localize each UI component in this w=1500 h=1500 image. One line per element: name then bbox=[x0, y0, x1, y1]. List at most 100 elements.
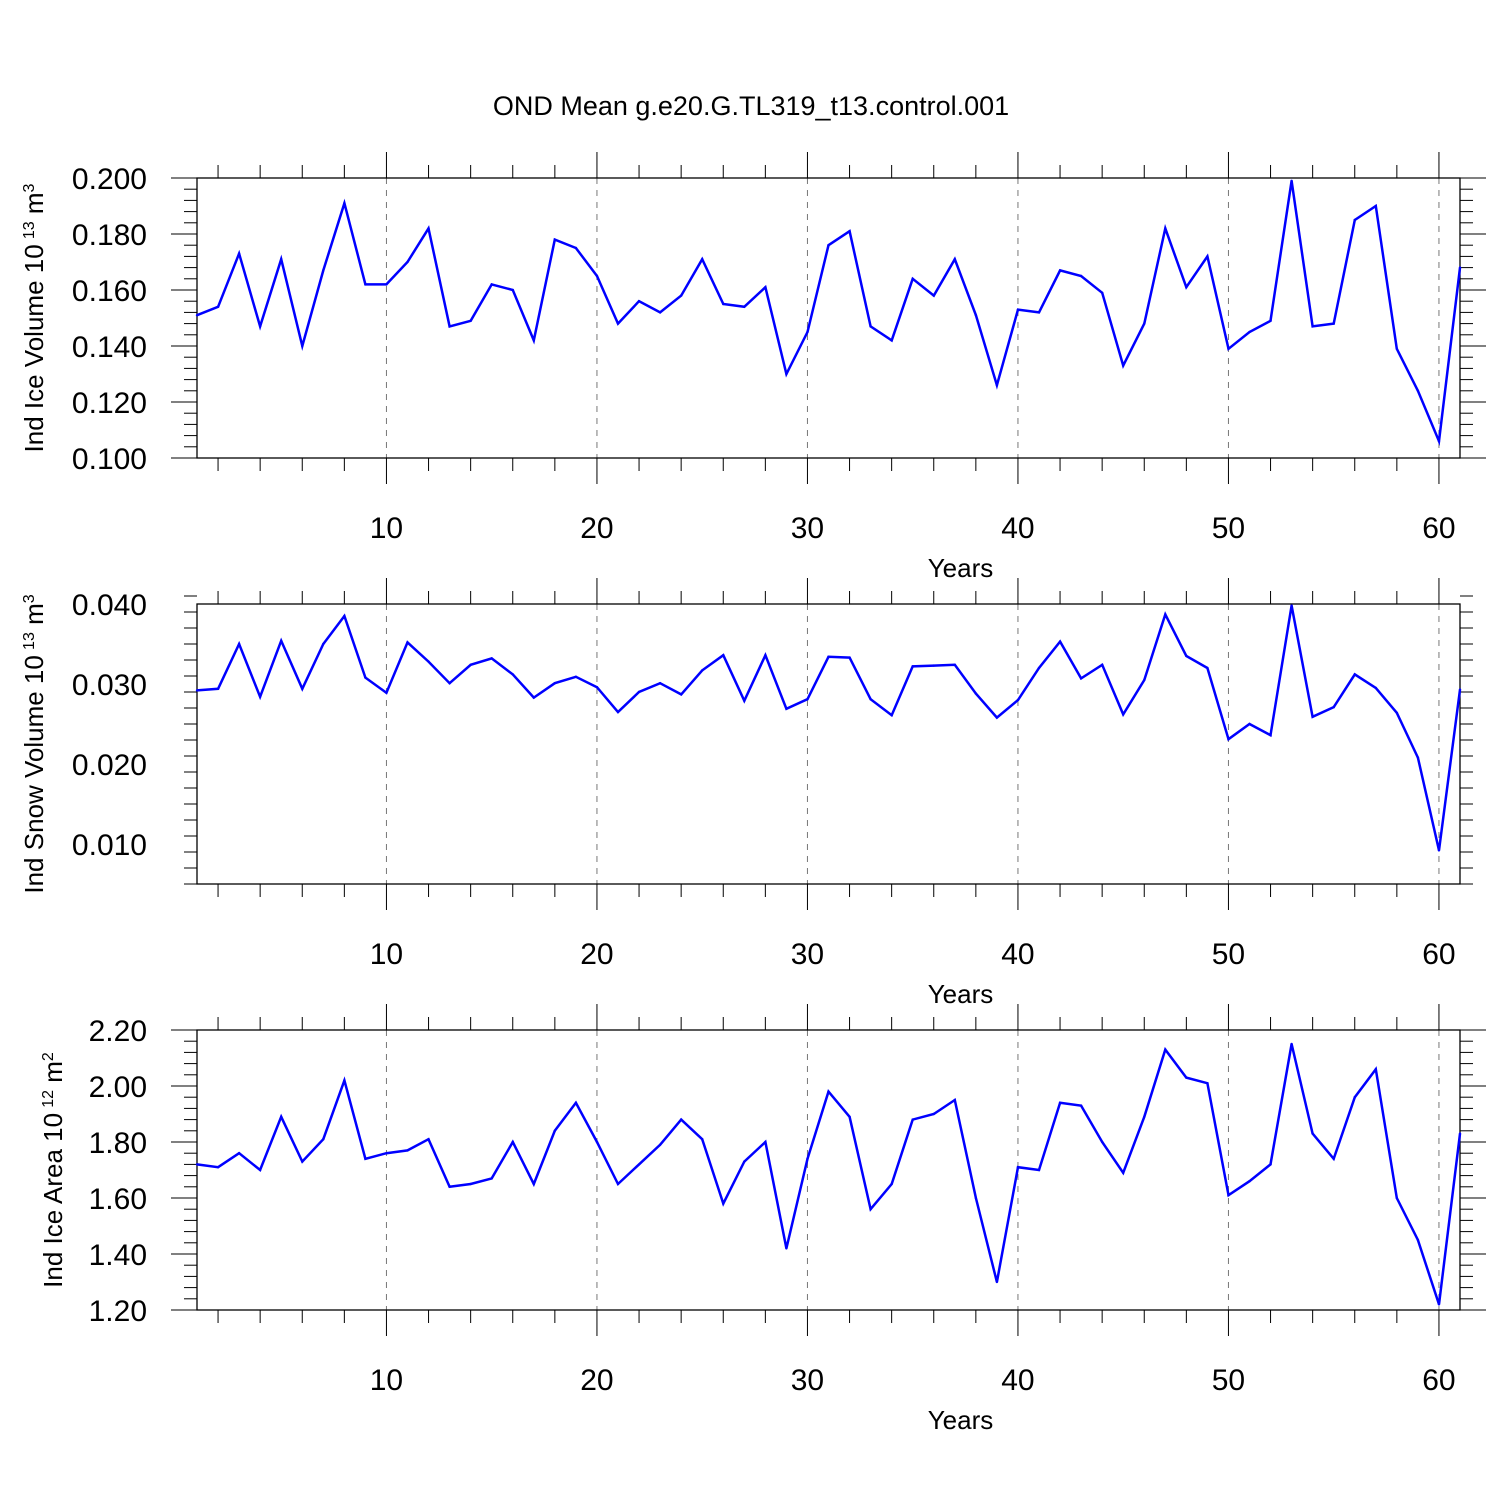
data-point bbox=[448, 1185, 451, 1189]
data-point bbox=[406, 260, 409, 264]
data-point bbox=[1269, 1163, 1272, 1166]
data-point bbox=[1206, 255, 1209, 258]
data-point bbox=[1332, 706, 1335, 709]
figure-title: OND Mean g.e20.G.TL319_t13.control.001 bbox=[493, 91, 1009, 121]
x-axis-title: Years bbox=[928, 553, 994, 583]
data-point bbox=[1269, 734, 1272, 737]
data-point bbox=[1227, 738, 1230, 741]
data-point bbox=[490, 283, 493, 286]
data-point bbox=[469, 1182, 472, 1186]
data-point bbox=[1458, 1132, 1462, 1135]
y-tick-label: 0.020 bbox=[72, 749, 147, 782]
data-point bbox=[1458, 266, 1462, 269]
data-point bbox=[637, 1163, 641, 1166]
data-point bbox=[511, 288, 514, 292]
data-point bbox=[301, 1160, 304, 1163]
data-point bbox=[890, 714, 893, 717]
data-point bbox=[448, 682, 451, 685]
data-points-ice-volume bbox=[195, 179, 1462, 443]
data-point bbox=[1374, 1068, 1378, 1071]
data-point bbox=[679, 693, 683, 696]
data-point bbox=[932, 664, 935, 667]
data-point bbox=[1100, 663, 1104, 666]
data-point bbox=[848, 656, 851, 659]
data-point bbox=[911, 665, 914, 668]
data-point bbox=[1353, 218, 1356, 222]
data-point bbox=[722, 654, 725, 657]
x-tick-label: 10 bbox=[370, 1364, 403, 1397]
x-ticks: 10 20 30 40 50 60 bbox=[217, 1004, 1456, 1397]
y-tick-label: 0.030 bbox=[72, 669, 147, 702]
data-point bbox=[637, 300, 641, 303]
data-point bbox=[1058, 1101, 1062, 1105]
data-point bbox=[974, 692, 978, 695]
data-point bbox=[322, 642, 325, 646]
panels: 10 20 30 40 50 60 0.100 0.120 0.140 0.160 0.180 0.2… bbox=[19, 152, 1486, 1435]
data-point bbox=[827, 1090, 830, 1093]
data-point bbox=[1058, 640, 1062, 643]
data-point bbox=[658, 682, 662, 685]
data-point bbox=[743, 1160, 746, 1163]
data-point bbox=[1290, 179, 1293, 182]
y-tick-label: 2.20 bbox=[89, 1015, 147, 1048]
data-point bbox=[216, 305, 220, 308]
data-point bbox=[343, 202, 346, 205]
data-point bbox=[1227, 347, 1230, 350]
x-axis-title: Years bbox=[928, 979, 994, 1009]
plot-frame bbox=[196, 177, 1461, 459]
data-point bbox=[364, 1157, 367, 1161]
data-point bbox=[280, 258, 283, 261]
data-point bbox=[1100, 1140, 1104, 1144]
data-point bbox=[469, 663, 472, 666]
y-tick-label: 0.010 bbox=[72, 829, 147, 862]
data-point bbox=[448, 325, 451, 328]
data-point bbox=[237, 1152, 241, 1155]
y-axis-title: Ind Snow Volume 10 13 m3 bbox=[19, 594, 49, 893]
data-point bbox=[1122, 1171, 1125, 1175]
data-point bbox=[785, 1247, 788, 1250]
y-axis-title: Ind Ice Area 10 12 m2 bbox=[38, 1052, 68, 1288]
data-point bbox=[1206, 1082, 1209, 1085]
y-tick-label: 1.20 bbox=[89, 1295, 147, 1328]
data-point bbox=[701, 1138, 704, 1141]
x-tick-label: 50 bbox=[1212, 512, 1245, 545]
data-point bbox=[1016, 698, 1020, 702]
data-point bbox=[1437, 849, 1441, 852]
data-point bbox=[869, 1208, 872, 1211]
y-axis-title-superscript: 3 bbox=[21, 594, 38, 603]
data-point bbox=[1037, 1168, 1041, 1172]
data-point bbox=[532, 696, 535, 699]
data-point bbox=[974, 1196, 978, 1200]
y-tick-label: 2.00 bbox=[89, 1071, 147, 1104]
x-ticks: 10 20 30 40 50 60 bbox=[217, 578, 1456, 971]
y-axis-title-part: Ind Snow Volume 10 bbox=[19, 650, 49, 894]
data-point bbox=[1122, 713, 1125, 716]
data-point bbox=[616, 322, 620, 325]
data-point bbox=[890, 1182, 893, 1186]
x-tick-label: 40 bbox=[1001, 512, 1034, 545]
data-point bbox=[658, 311, 662, 314]
data-point bbox=[1185, 1076, 1188, 1079]
data-point bbox=[1374, 686, 1378, 690]
x-tick-label: 50 bbox=[1212, 1364, 1245, 1397]
data-point bbox=[1206, 666, 1209, 670]
data-point bbox=[1311, 325, 1314, 328]
data-point bbox=[848, 1115, 851, 1119]
data-point bbox=[1458, 688, 1462, 691]
y-axis-title-part: m bbox=[19, 192, 49, 221]
data-point bbox=[1164, 613, 1167, 616]
data-point bbox=[301, 344, 304, 348]
x-tick-label: 20 bbox=[580, 512, 613, 545]
data-point bbox=[1290, 604, 1293, 607]
data-point bbox=[1079, 1104, 1083, 1107]
data-point bbox=[869, 325, 872, 328]
data-point bbox=[216, 1166, 220, 1169]
data-point bbox=[953, 1098, 956, 1102]
x-tick-label: 60 bbox=[1422, 512, 1455, 545]
data-point bbox=[995, 1280, 999, 1284]
y-axis-title-superscript: 3 bbox=[21, 183, 38, 192]
data-point bbox=[827, 655, 830, 658]
data-point bbox=[701, 669, 704, 672]
data-point bbox=[679, 294, 683, 297]
data-point bbox=[785, 372, 788, 376]
